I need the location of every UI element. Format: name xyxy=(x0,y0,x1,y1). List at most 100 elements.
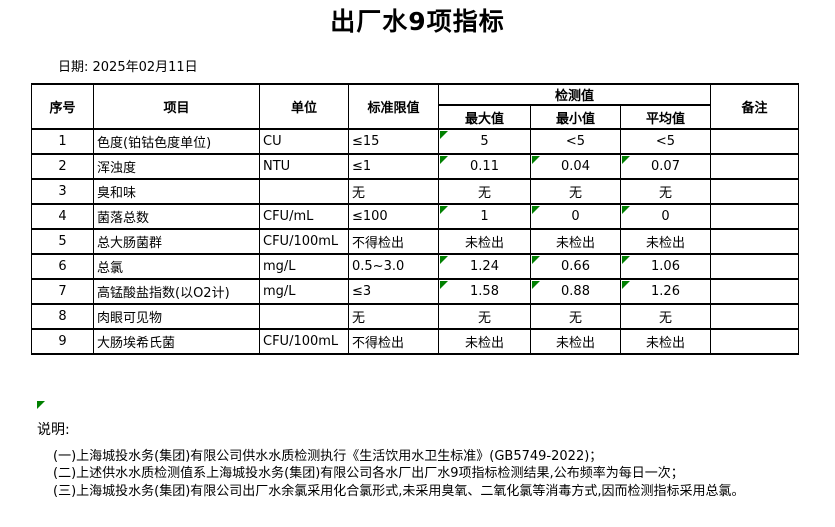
header-avg: 平均值 xyxy=(620,104,711,130)
row-unit: CFU/mL xyxy=(259,203,349,230)
cell-marker-icon xyxy=(622,156,630,164)
row-limit: 不得检出 xyxy=(348,228,439,255)
row-unit: CFU/100mL xyxy=(259,228,349,255)
row-unit: mg/L xyxy=(259,253,349,280)
row-limit: ≤1 xyxy=(348,153,439,180)
table-header: 序号 项目 单位 标准限值 检测值 备注 最大值 最小值 平均值 xyxy=(31,83,799,130)
row-max: 未检出 xyxy=(438,328,531,355)
row-item: 菌落总数 xyxy=(93,203,260,230)
row-remark xyxy=(710,178,799,205)
row-seq: 2 xyxy=(31,153,94,180)
note-line-1: (一)上海城投水务(集团)有限公司供水水质检测执行《生活饮用水卫生标准》(GB5… xyxy=(53,449,603,464)
row-min: 无 xyxy=(530,178,621,205)
cell-marker-icon xyxy=(37,401,45,409)
table-row: 5 总大肠菌群 CFU/100mL 不得检出 未检出 未检出 未检出 xyxy=(31,228,799,255)
row-avg: 无 xyxy=(620,178,711,205)
header-min: 最小值 xyxy=(530,104,621,130)
row-item: 臭和味 xyxy=(93,178,260,205)
table-row: 7 高锰酸盐指数(以O2计) mg/L ≤3 1.58 0.88 1.26 xyxy=(31,278,799,305)
header-item: 项目 xyxy=(93,83,260,130)
row-remark xyxy=(710,203,799,230)
row-seq: 9 xyxy=(31,328,94,355)
cell-marker-icon xyxy=(440,281,448,289)
row-remark xyxy=(710,278,799,305)
cell-marker-icon xyxy=(532,156,540,164)
row-min: 未检出 xyxy=(530,228,621,255)
row-avg: 0 xyxy=(620,203,711,230)
row-avg: 1.26 xyxy=(620,278,711,305)
row-unit: NTU xyxy=(259,153,349,180)
cell-marker-icon xyxy=(622,256,630,264)
row-min: 0.66 xyxy=(530,253,621,280)
table-row: 3 臭和味无无无无 xyxy=(31,178,799,205)
row-max: 无 xyxy=(438,303,531,330)
row-max: 1.24 xyxy=(438,253,531,280)
row-remark xyxy=(710,153,799,180)
row-unit: mg/L xyxy=(259,278,349,305)
row-max: 无 xyxy=(438,178,531,205)
row-item: 总大肠菌群 xyxy=(93,228,260,255)
row-min: 0 xyxy=(530,203,621,230)
row-item: 色度(铂钴色度单位) xyxy=(93,128,260,155)
cell-marker-icon xyxy=(622,281,630,289)
row-max: 5 xyxy=(438,128,531,155)
row-min: 0.04 xyxy=(530,153,621,180)
report-date: 日期: 2025年02月11日 xyxy=(58,60,198,75)
cell-marker-icon xyxy=(440,156,448,164)
row-remark xyxy=(710,328,799,355)
row-unit: CU xyxy=(259,128,349,155)
row-max: 未检出 xyxy=(438,228,531,255)
row-max: 1 xyxy=(438,203,531,230)
table-row: 2 浑浊度 NTU ≤1 0.11 0.04 0.07 xyxy=(31,153,799,180)
row-remark xyxy=(710,253,799,280)
row-limit: ≤100 xyxy=(348,203,439,230)
row-seq: 1 xyxy=(31,128,94,155)
table-row: 4 菌落总数 CFU/mL ≤100 1 0 0 xyxy=(31,203,799,230)
table-row: 8 肉眼可见物无无无无 xyxy=(31,303,799,330)
row-min: <5 xyxy=(530,128,621,155)
row-max: 1.58 xyxy=(438,278,531,305)
header-remark: 备注 xyxy=(710,83,799,130)
table-row: 1 色度(铂钴色度单位) CU ≤15 5 <5 <5 xyxy=(31,128,799,155)
row-seq: 3 xyxy=(31,178,94,205)
row-item: 肉眼可见物 xyxy=(93,303,260,330)
row-max: 0.11 xyxy=(438,153,531,180)
note-line-3: (三)上海城投水务(集团)有限公司出厂水余氯采用化合氯形式,未采用臭氧、二氧化氯… xyxy=(53,483,745,499)
table-body: 1 色度(铂钴色度单位) CU ≤15 5 <5 <5 2 浑浊度 NTU ≤1 0.11 0.04 0.… xyxy=(31,128,799,355)
row-seq: 6 xyxy=(31,253,94,280)
row-item: 高锰酸盐指数(以O2计) xyxy=(93,278,260,305)
row-remark xyxy=(710,228,799,255)
row-seq: 5 xyxy=(31,228,94,255)
row-avg: 无 xyxy=(620,303,711,330)
row-remark xyxy=(710,303,799,330)
header-limit: 标准限值 xyxy=(348,83,439,130)
row-min: 0.88 xyxy=(530,278,621,305)
row-avg: 未检出 xyxy=(620,328,711,355)
table-row: 9 大肠埃希氏菌 CFU/100mL 不得检出 未检出 未检出 未检出 xyxy=(31,328,799,355)
row-limit: 不得检出 xyxy=(348,328,439,355)
cell-marker-icon xyxy=(532,206,540,214)
row-avg: 0.07 xyxy=(620,153,711,180)
page-title: 出厂水9项指标 xyxy=(330,7,505,36)
row-min: 无 xyxy=(530,303,621,330)
note-line-2: (二)上述供水水质检测值系上海城投水务(集团)有限公司各水厂出厂水9项指标检测结… xyxy=(53,466,684,482)
row-item: 大肠埃希氏菌 xyxy=(93,328,260,355)
row-limit: 无 xyxy=(348,178,439,205)
cell-marker-icon xyxy=(440,206,448,214)
row-avg: 1.06 xyxy=(620,253,711,280)
cell-marker-icon xyxy=(532,256,540,264)
row-limit: ≤15 xyxy=(348,128,439,155)
header-max: 最大值 xyxy=(438,104,531,130)
row-avg: 未检出 xyxy=(620,228,711,255)
row-avg: <5 xyxy=(620,128,711,155)
row-limit: 无 xyxy=(348,303,439,330)
row-min: 未检出 xyxy=(530,328,621,355)
cell-marker-icon xyxy=(440,256,448,264)
header-detection: 检测值 xyxy=(438,83,711,106)
row-seq: 7 xyxy=(31,278,94,305)
row-seq: 4 xyxy=(31,203,94,230)
row-seq: 8 xyxy=(31,303,94,330)
row-item: 浑浊度 xyxy=(93,153,260,180)
row-item: 总氯 xyxy=(93,253,260,280)
row-limit: 0.5~3.0 xyxy=(348,253,439,280)
